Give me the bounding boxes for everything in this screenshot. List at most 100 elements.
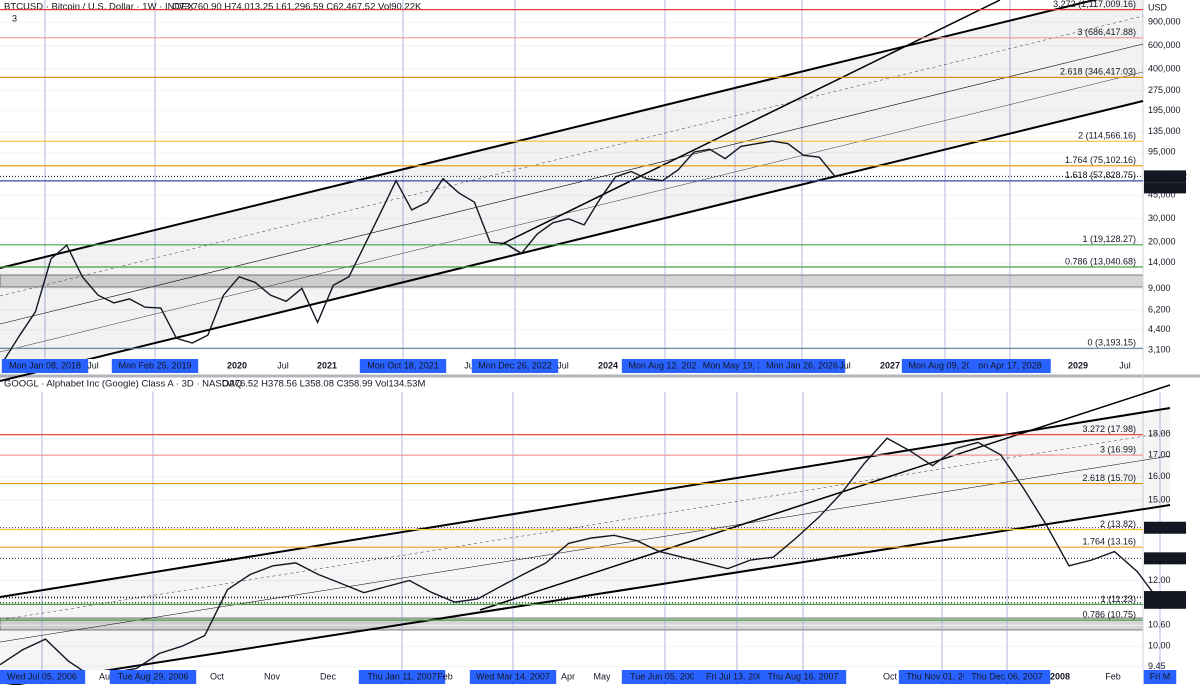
date-marker-label: Mon Aug 12, 2024 <box>628 360 701 370</box>
date-marker-box <box>901 359 989 373</box>
y-tick-label: 135,000 <box>1148 126 1181 136</box>
y-tick-label: 9.45 <box>1148 661 1166 671</box>
y-tick-label: 4,400 <box>1148 324 1171 334</box>
date-marker-label: Thu Jan 11, 2007 <box>367 671 436 681</box>
price-label-box <box>1144 552 1186 565</box>
fib-label: 2.618 (15.70) <box>1082 473 1136 483</box>
y-tick-label: 6,200 <box>1148 304 1171 314</box>
fib-label: 0.786 (13,040.68) <box>1065 256 1136 266</box>
fib-label: 2.618 (346,417.03) <box>1060 67 1136 77</box>
date-marker-label: Mon Aug 09, 2027 <box>908 360 981 370</box>
symbol[interactable]: GOOGL · Alphabet Inc (Google) Class A · … <box>4 379 242 390</box>
fib-label: 0.786 (10.75) <box>1082 610 1136 620</box>
x-axis-bg <box>0 670 1143 684</box>
date-marker-label: Tue Jun 05, 2007 <box>630 671 700 681</box>
countdown: 3d 13h <box>1147 183 1175 193</box>
y-tick-label: 275,000 <box>1148 85 1181 95</box>
date-marker-label: Mon Jan 26, 2026 <box>766 360 838 370</box>
date-marker-box <box>1 359 89 373</box>
x-tick-label: Jul <box>277 360 289 370</box>
fib-label: 3.272 (17.98) <box>1082 424 1136 434</box>
y-tick-label: 14,000 <box>1148 257 1176 267</box>
date-marker-box <box>109 670 197 684</box>
y-tick-label: 30,000 <box>1148 213 1176 223</box>
date-marker-box <box>621 670 709 684</box>
x-tick-label: Jul <box>839 360 851 370</box>
date-marker-box <box>1143 670 1177 684</box>
date-marker-label: Mon May 19, 20 <box>703 360 768 370</box>
price-label: 11.28 <box>1147 597 1169 607</box>
x-tick-label: Feb <box>1105 671 1121 681</box>
y-tick-label: 195,000 <box>1148 105 1181 115</box>
x-tick-label: Apr <box>561 671 575 681</box>
date-marker-label: Thu Aug 16, 2007 <box>767 671 838 681</box>
fib-label: 0 (3,193.15) <box>1087 338 1136 348</box>
date-marker-box <box>0 670 86 684</box>
x-axis-bg <box>0 359 1143 373</box>
price-label-box <box>1144 596 1186 609</box>
x-tick-label: Aug <box>99 671 115 681</box>
y-tick-label: 18.00 <box>1148 429 1171 439</box>
date-marker-label: on Apr 17, 2028 <box>978 360 1042 370</box>
countdown-box <box>1144 182 1186 194</box>
price-line <box>0 437 1161 678</box>
date-marker-label: Mon Jan 08, 2018 <box>9 360 81 370</box>
y-tick-label: 20,000 <box>1148 237 1176 247</box>
fib-label: 1 (11.23) <box>1101 594 1136 604</box>
x-tick-label: 2021 <box>317 360 337 370</box>
date-marker-label: Mon Feb 25, 2019 <box>118 360 191 370</box>
x-tick-label: 2029 <box>1068 360 1088 370</box>
date-marker-label: Thu Dec 06, 2007 <box>971 671 1043 681</box>
top-background-layer <box>0 0 1144 372</box>
fib-label: 2 (114,566.16) <box>1078 131 1136 141</box>
date-marker-label: Mon Dec 26, 2022 <box>478 360 552 370</box>
date-marker-box <box>358 670 446 684</box>
date-marker-box <box>111 359 199 373</box>
x-tick-label: 2008 <box>1050 671 1070 681</box>
date-marker-box <box>696 359 774 373</box>
x-tick-label: 2024 <box>598 360 618 370</box>
fib-label: 1.764 (75,102.16) <box>1065 155 1136 165</box>
price-label-box <box>1144 170 1186 183</box>
y-tick-label: 16.00 <box>1148 471 1171 481</box>
x-tick-label: Nov <box>264 671 281 681</box>
date-marker-label: Fri M <box>1150 671 1171 681</box>
y-tick-label: 17.00 <box>1148 449 1171 459</box>
y-tick-label: 9,000 <box>1148 283 1171 293</box>
x-tick-label: 2020 <box>227 360 247 370</box>
x-tick-label: Dec <box>320 671 337 681</box>
symbol[interactable]: BTCUSD · Bitcoin / U.S. Dollar · 1W · IN… <box>4 2 195 13</box>
date-marker-label: Fri Jul 13, 2007 <box>706 671 768 681</box>
y-tick-label: 400,000 <box>1148 63 1181 73</box>
date-marker-box <box>758 359 846 373</box>
date-marker-box <box>898 670 986 684</box>
fib-label: 2 (13.82) <box>1100 519 1136 529</box>
x-tick-label: Oct <box>210 671 225 681</box>
date-marker-label: Wed Jul 05, 2006 <box>7 671 77 681</box>
fib-label: 1 (19,128.27) <box>1082 234 1136 244</box>
date-marker-box <box>693 670 781 684</box>
x-tick-label: May <box>593 671 611 681</box>
ohlc: O376.52 H378.56 L358.08 C358.99 Vol134.5… <box>222 379 425 390</box>
date-marker-label: Wed Mar 14, 2007 <box>476 671 550 681</box>
fib-label: 3 (686,417.88) <box>1077 27 1136 37</box>
x-tick-label: Jul <box>557 360 569 370</box>
fib-label: 3.272 (1,117,009.16) <box>1053 0 1136 9</box>
price-label: 13.89 <box>1147 522 1170 532</box>
fib-label: 3 (16.99) <box>1100 444 1136 454</box>
y-tick-label: 10.00 <box>1148 641 1171 651</box>
x-tick-label: 2027 <box>880 360 900 370</box>
date-marker-label: Tue Aug 29, 2006 <box>118 671 189 681</box>
price-label: 62,467.52 <box>1147 171 1187 181</box>
date-marker-box <box>359 359 447 373</box>
price-label: 12.76 <box>1147 553 1170 563</box>
date-marker-box <box>471 359 559 373</box>
x-tick-label: Oct <box>883 671 898 681</box>
x-tick-label: Jul <box>1119 360 1131 370</box>
y-tick-label: 15.00 <box>1148 494 1171 504</box>
y-tick-label: 10.60 <box>1148 620 1171 630</box>
x-tick-label: Jul <box>87 360 99 370</box>
fib-label: 1.618 (57,828.75) <box>1065 170 1136 180</box>
y-tick-label: 3,100 <box>1148 344 1171 354</box>
